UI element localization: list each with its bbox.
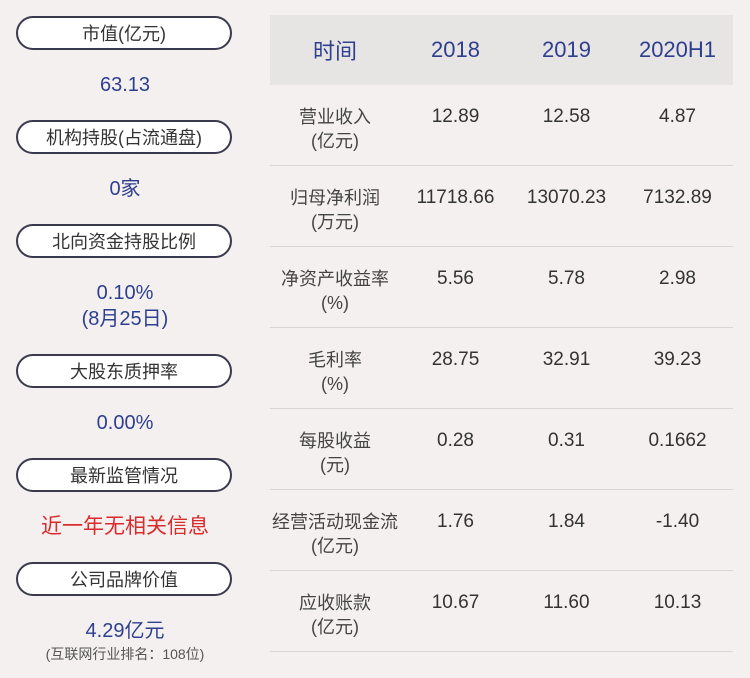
header-2018: 2018 [431, 37, 480, 62]
summary-panel: 市值(亿元) 63.13 机构持股(占流通盘) 0家 北向资金持股比例 0.10… [0, 0, 250, 678]
table-row: 净资产收益率 (%) 5.56 5.78 2.98 [270, 247, 733, 328]
northbound-ratio-number: 0.10% [96, 282, 154, 304]
cell-2020h1: 7132.89 [643, 187, 712, 208]
cell-2020h1: 2.98 [659, 268, 696, 289]
market-cap-label: 市值(亿元) [16, 16, 232, 50]
row-label: 每股收益 (元) [299, 431, 371, 475]
cell-2018: 11718.66 [416, 187, 495, 208]
row-label: 经营活动现金流 (亿元) [272, 512, 398, 556]
financial-table: 时间 2018 2019 2020H1 营业收入 (亿元) 12.89 12.58… [270, 15, 733, 652]
table-row: 应收账款 (亿元) 10.67 11.60 10.13 [270, 571, 733, 652]
regulation-label: 最新监管情况 [16, 458, 232, 492]
northbound-ratio-value: 0.10% (8月25日) [0, 280, 250, 332]
pledge-rate-label: 大股东质押率 [16, 354, 232, 388]
table-row: 经营活动现金流 (亿元) 1.76 1.84 -1.40 [270, 490, 733, 571]
institutional-holding-label: 机构持股(占流通盘) [16, 120, 232, 154]
cell-2020h1: 39.23 [653, 349, 702, 370]
institutional-holding-value: 0家 [109, 178, 141, 200]
table-row: 每股收益 (元) 0.28 0.31 0.1662 [270, 409, 733, 490]
brand-value-number: 4.29亿元 [85, 620, 165, 642]
row-label: 营业收入 (亿元) [299, 107, 371, 151]
cell-2018: 1.76 [437, 511, 474, 532]
regulation-value: 近一年无相关信息 [41, 515, 209, 538]
cell-2019: 1.84 [548, 511, 585, 532]
cell-2019: 13070.23 [526, 187, 607, 208]
northbound-ratio-label: 北向资金持股比例 [16, 224, 232, 258]
cell-2020h1: -1.40 [655, 511, 700, 532]
brand-value: 4.29亿元 (互联网行业排名：108位) [0, 618, 250, 663]
cell-2020h1: 4.87 [659, 106, 696, 127]
row-label: 归母净利润 (万元) [290, 188, 380, 232]
cell-2019: 0.31 [548, 430, 585, 451]
header-2020h1: 2020H1 [638, 37, 717, 62]
table-header: 时间 2018 2019 2020H1 [270, 15, 733, 85]
cell-2018: 12.89 [431, 106, 480, 127]
pledge-rate-value: 0.00% [96, 412, 154, 434]
header-2019: 2019 [542, 37, 591, 62]
table-row: 毛利率 (%) 28.75 32.91 39.23 [270, 328, 733, 409]
cell-2020h1: 0.1662 [648, 430, 707, 451]
cell-2018: 0.28 [437, 430, 474, 451]
cell-2019: 32.91 [542, 349, 591, 370]
header-period: 时间 [312, 39, 357, 64]
table-row: 归母净利润 (万元) 11718.66 13070.23 7132.89 [270, 166, 733, 247]
cell-2018: 5.56 [437, 268, 474, 289]
cell-2020h1: 10.13 [653, 592, 702, 613]
row-label: 净资产收益率 (%) [281, 269, 389, 313]
cell-2019: 11.60 [543, 592, 590, 613]
northbound-ratio-date: (8月25日) [81, 308, 169, 330]
market-cap-value: 63.13 [99, 74, 151, 96]
row-label: 毛利率 (%) [308, 350, 362, 394]
brand-value-rank: (互联网行业排名：108位) [45, 646, 205, 662]
cell-2018: 28.75 [431, 349, 480, 370]
brand-value-label: 公司品牌价值 [16, 562, 232, 596]
table-row: 营业收入 (亿元) 12.89 12.58 4.87 [270, 85, 733, 166]
cell-2018: 10.67 [431, 592, 480, 613]
cell-2019: 12.58 [542, 106, 591, 127]
row-label: 应收账款 (亿元) [299, 593, 371, 637]
cell-2019: 5.78 [548, 268, 585, 289]
